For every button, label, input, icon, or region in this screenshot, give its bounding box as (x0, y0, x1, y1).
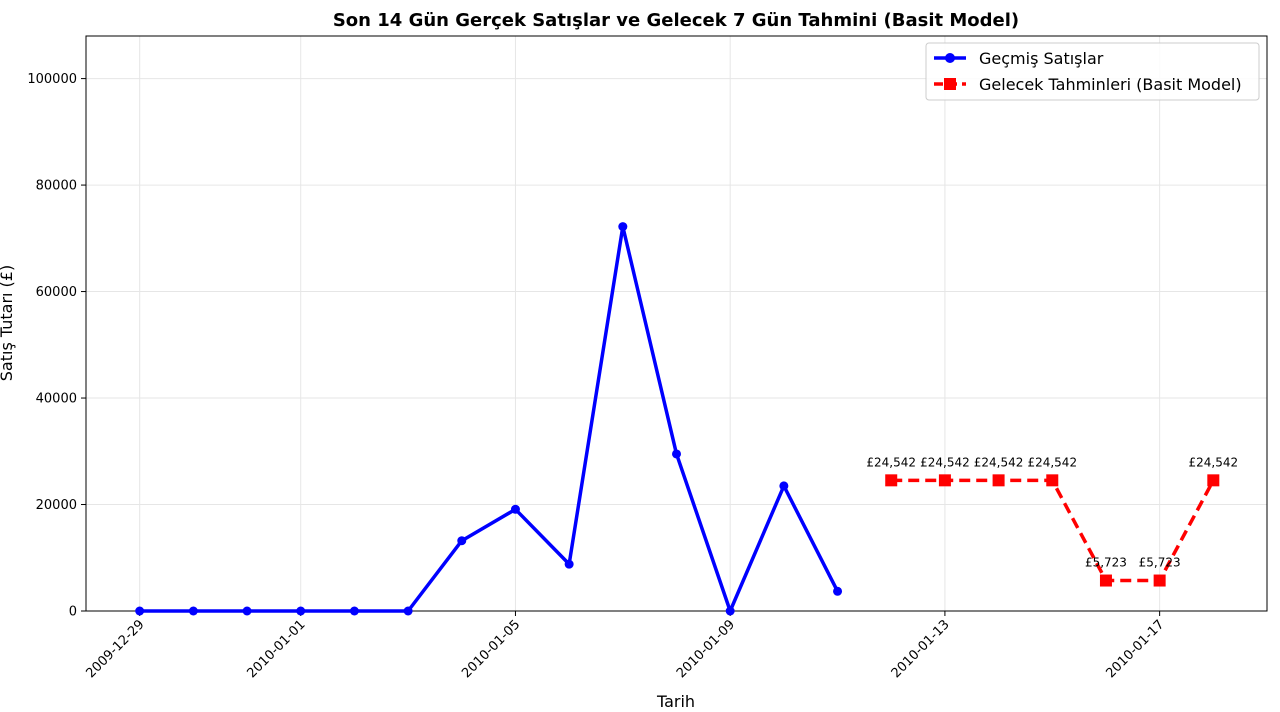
data-point-forecast (938, 474, 951, 487)
y-tick-label: 40000 (36, 392, 77, 407)
data-point-historical (457, 536, 467, 546)
legend: Geçmiş Satışlar Gelecek Tahminleri (Basi… (925, 42, 1260, 101)
data-point-historical (564, 559, 574, 569)
data-point-historical (510, 504, 520, 514)
data-point-historical (672, 449, 681, 459)
data-point-historical (296, 606, 306, 616)
legend-label-forecast: Gelecek Tahminleri (Basit Model) (979, 75, 1242, 94)
data-point-historical (725, 606, 735, 616)
forecast-value-label: £24,542 (1189, 455, 1239, 469)
legend-marker-historical (945, 53, 955, 63)
data-point-forecast (1153, 574, 1166, 587)
legend-label-historical: Geçmiş Satışlar (979, 49, 1104, 68)
forecast-value-label: £24,542 (974, 455, 1024, 469)
plot-frame (85, 35, 1268, 612)
forecast-value-label: £5,723 (1139, 556, 1181, 570)
y-tick-label: 0 (69, 605, 77, 620)
y-axis-label: Satış Tutarı (£) (0, 265, 16, 381)
data-point-historical (349, 606, 359, 616)
data-point-historical (242, 606, 252, 616)
legend-marker-forecast (944, 78, 956, 90)
data-point-historical (403, 606, 413, 616)
data-point-historical (779, 481, 789, 491)
data-point-historical (135, 606, 145, 616)
chart-title: Son 14 Gün Gerçek Satışlar ve Gelecek 7 … (333, 10, 1019, 31)
data-point-historical (618, 222, 628, 232)
legend-box (925, 42, 1260, 101)
forecast-value-label: £5,723 (1085, 556, 1127, 570)
y-tick-label: 60000 (36, 285, 77, 300)
forecast-value-label: £24,542 (1027, 455, 1077, 469)
y-tick-label: 100000 (27, 72, 77, 87)
series-line-historical (139, 224, 840, 613)
data-point-historical (188, 606, 198, 616)
y-tick-label: 80000 (36, 179, 77, 194)
data-point-forecast (1099, 574, 1112, 587)
data-point-forecast (885, 474, 898, 487)
data-point-historical (833, 586, 843, 596)
y-tick-label: 20000 (36, 498, 77, 513)
forecast-value-label: £24,542 (920, 455, 970, 469)
data-point-forecast (992, 474, 1005, 487)
data-point-forecast (1207, 474, 1220, 487)
data-point-forecast (1046, 474, 1059, 487)
x-axis-label: Tarih (656, 692, 695, 711)
forecast-value-label: £24,542 (866, 455, 916, 469)
